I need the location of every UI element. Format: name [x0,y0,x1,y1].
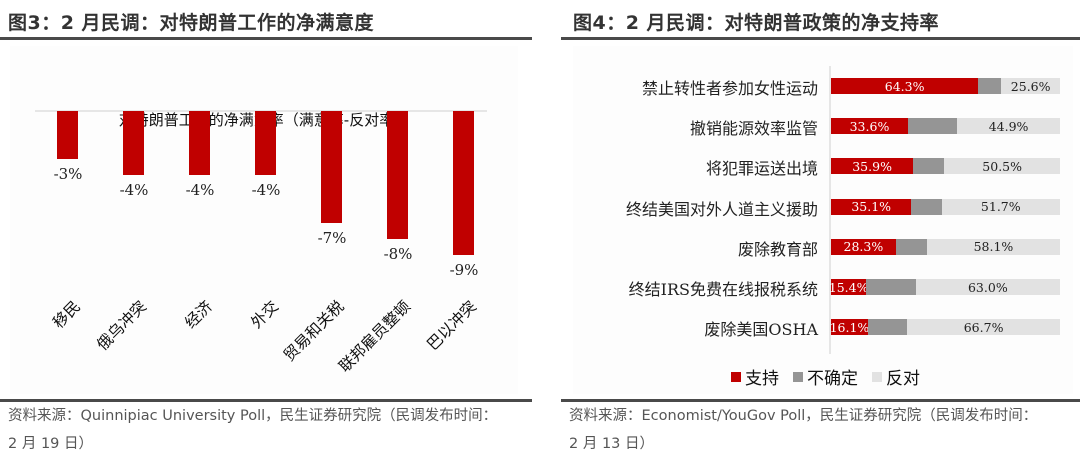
stacked-bar: 35.1% 51.7% [831,198,1060,215]
oppose-swatch-icon [872,371,882,382]
source-line-2: 2 月 19 日） [8,436,94,452]
support-segment: 35.9% [831,158,914,175]
category-label: 废除美国OSHA [704,320,818,340]
category-label: 移民 [49,297,85,333]
support-segment: 64.3% [831,78,979,94]
unsure-segment [913,158,945,175]
net-approval-chart: 对特朗普工作的净满意率（满意率-反对率） -3%移民-4%俄乌冲突-4%经济-4… [10,46,518,394]
source-note: 资料来源：Economist/YouGov Poll，民生证券研究院（民调发布时… [569,402,1080,458]
category-label: 俄乌冲突 [93,297,151,354]
bar [255,111,276,175]
oppose-segment: 66.7% [907,319,1060,336]
data-label: -3% [53,165,83,183]
bar [57,111,78,159]
category-label: 终结美国对外人道主义援助 [625,199,818,219]
oppose-segment: 63.0% [915,279,1060,295]
bottom-rule [561,399,1080,402]
figure-4-title: 图4：2 月民调：对特朗普政策的净支持率 [573,12,940,34]
unsure-swatch-icon [793,371,803,382]
oppose-segment: 44.9% [957,118,1060,135]
category-label: 外交 [247,297,283,333]
stacked-bar: 35.9% 50.5% [831,158,1060,175]
stacked-bar: 28.3% 58.1% [831,238,1060,255]
bar [189,111,210,175]
bar [387,111,408,239]
unsure-segment [895,238,927,255]
legend-unsure: 不确定 [793,364,858,389]
category-label: 禁止转性者参加女性运动 [641,79,818,98]
category-label: 巴以冲突 [423,297,481,354]
right-figure-panel: 图4：2 月民调：对特朗普政策的净支持率 禁止转性者参加女性运动 64.3% 25.… [561,0,1080,471]
unsure-segment [866,279,916,295]
oppose-segment: 58.1% [926,238,1060,255]
source-line-1: 资料来源：Economist/YouGov Poll，民生证券研究院（民调发布时… [569,408,1038,424]
unsure-segment [907,118,958,135]
data-label: -4% [185,181,215,199]
bottom-rule [0,399,532,402]
top-rule [561,37,1080,40]
data-label: -4% [119,181,149,199]
figure-3-title: 图3：2 月民调：对特朗普工作的净满意度 [8,12,375,34]
source-note: 资料来源：Quinnipiac University Poll，民生证券研究院（… [8,402,538,458]
bar [321,111,342,223]
legend-label: 支持 [745,369,779,389]
support-segment: 33.6% [831,118,908,135]
category-label: 终结IRS免费在线报税系统 [628,280,818,299]
legend-label: 反对 [886,369,920,389]
bar [453,111,474,255]
data-label: -7% [317,229,347,247]
oppose-segment: 25.6% [1001,78,1060,94]
unsure-segment [867,319,908,336]
category-axis-line [829,66,831,354]
oppose-segment: 50.5% [944,158,1060,175]
legend: 支持 不确定 反对 [731,364,920,389]
legend-support: 支持 [731,364,779,389]
stacked-bar: 15.4% 63.0% [828,279,1060,295]
data-label: -4% [251,181,281,199]
top-rule [0,37,532,40]
policy-support-chart: 禁止转性者参加女性运动 64.3% 25.6% 撤销能源效率监管 33.6% 44.9% 将… [573,46,1073,394]
stacked-bar: 16.1% 66.7% [829,319,1060,336]
support-segment: 16.1% [829,319,870,336]
legend-label: 不确定 [807,369,858,389]
category-label: 经济 [181,297,217,333]
source-line-1: 资料来源：Quinnipiac University Poll，民生证券研究院（… [8,408,498,424]
legend-oppose: 反对 [872,364,920,389]
stacked-bar: 64.3% 25.6% [831,78,1060,94]
data-label: -8% [383,245,413,263]
stacked-bar: 33.6% 44.9% [831,118,1060,135]
support-segment: 28.3% [831,238,896,255]
bar [123,111,144,175]
support-segment: 35.1% [831,198,912,215]
left-figure-panel: 图3：2 月民调：对特朗普工作的净满意度 对特朗普工作的净满意率（满意率-反对率… [0,0,532,471]
unsure-segment [911,198,942,215]
unsure-segment [978,78,1002,94]
category-label: 撤销能源效率监管 [689,119,818,139]
data-label: -9% [449,261,479,279]
support-swatch-icon [731,371,741,382]
oppose-segment: 51.7% [941,198,1060,215]
category-label: 将犯罪运送出境 [705,159,818,179]
category-label: 废除教育部 [737,239,818,259]
support-segment: 15.4% [828,279,869,295]
source-line-2: 2 月 13 日） [569,436,655,452]
